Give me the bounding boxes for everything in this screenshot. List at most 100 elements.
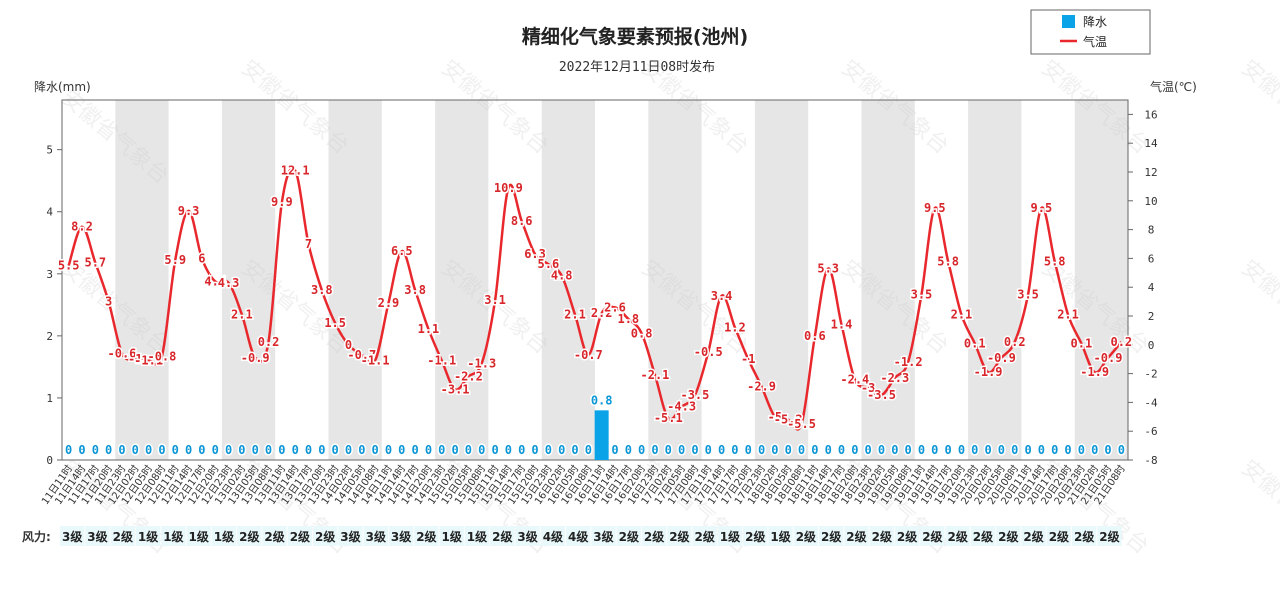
- shade-band: [435, 100, 489, 460]
- precip-label: 0: [971, 443, 978, 457]
- wind-value: 1级: [770, 529, 790, 544]
- precip-label: 0: [465, 443, 472, 457]
- temperature-label: 3.4: [711, 289, 733, 303]
- wind-value: 2级: [922, 529, 942, 544]
- left-tick-label: 4: [46, 206, 53, 219]
- precip-label: 0: [545, 443, 552, 457]
- temperature-label: 5.3: [817, 261, 839, 275]
- precip-label: 0: [745, 443, 752, 457]
- wind-value: 3级: [340, 529, 360, 544]
- wind-value: 2级: [1049, 529, 1069, 544]
- temperature-label: 1.1: [418, 322, 440, 336]
- wind-value: 2级: [821, 529, 841, 544]
- wind-cell: [717, 526, 743, 546]
- precip-label: 0: [771, 443, 778, 457]
- precip-label: 0: [984, 443, 991, 457]
- temperature-label: 4.3: [218, 276, 240, 290]
- right-tick-label: -4: [1144, 396, 1158, 409]
- wind-cell: [970, 526, 996, 546]
- temperature-label: -5.2: [774, 413, 803, 427]
- temperature-label: -1.2: [894, 355, 923, 369]
- temperature-label: 5.6: [538, 257, 560, 271]
- temperature-label: 1.2: [724, 321, 746, 335]
- temperature-label: -1.9: [1080, 365, 1109, 379]
- precip-label: 0: [878, 443, 885, 457]
- temperature-label: 2.1: [231, 308, 253, 322]
- temperature-label: 0.1: [1071, 336, 1093, 350]
- wind-value: 1级: [467, 529, 487, 544]
- wind-cell: [135, 526, 161, 546]
- precip-label: 0: [345, 443, 352, 457]
- temperature-label: 0: [345, 338, 352, 352]
- precip-label: 0: [798, 443, 805, 457]
- wind-cell: [692, 526, 717, 546]
- wind-value: 2级: [619, 529, 639, 544]
- chart-subtitle: 2022年12月11日08时发布: [559, 59, 715, 75]
- left-axis-title: 降水(mm): [34, 80, 91, 94]
- temperature-label: -0.5: [694, 345, 723, 359]
- wind-cell: [287, 526, 312, 546]
- wind-cell: [844, 526, 869, 546]
- precip-label: 0: [372, 443, 379, 457]
- precip-label: 0: [212, 443, 219, 457]
- precip-label: 0: [185, 443, 192, 457]
- precip-label: 0: [1118, 443, 1125, 457]
- temperature-label: 0.6: [804, 329, 826, 343]
- temperature-label: 9.5: [1031, 201, 1053, 215]
- precip-label: 0: [1038, 443, 1045, 457]
- wind-cell: [464, 526, 490, 546]
- wind-cell: [743, 526, 768, 546]
- precip-label: 0: [145, 443, 152, 457]
- temperature-label: -0.7: [574, 348, 603, 362]
- wind-cell: [793, 526, 818, 546]
- wind-cell: [667, 526, 692, 546]
- wind-value: 2级: [492, 529, 512, 544]
- shade-band: [861, 100, 915, 460]
- precip-label: 0: [785, 443, 792, 457]
- wind-cell: [237, 526, 262, 546]
- legend-precip-swatch: [1062, 15, 1075, 28]
- watermark-text: 安徽省气象台: [1236, 55, 1280, 159]
- temperature-label: 5.8: [937, 254, 959, 268]
- wind-cell: [110, 526, 135, 546]
- precip-label: 0: [811, 443, 818, 457]
- precip-label: 0: [1104, 443, 1111, 457]
- temperature-label: -5: [768, 410, 782, 424]
- wind-value: 4级: [568, 529, 588, 544]
- temperature-label: 3.5: [911, 287, 933, 301]
- precip-label: 0: [678, 443, 685, 457]
- temperature-label: 3.8: [311, 283, 333, 297]
- precip-bar: [594, 410, 609, 460]
- precip-label: 0: [78, 443, 85, 457]
- temperature-label: 4.8: [551, 269, 573, 283]
- right-tick-label: 16: [1144, 108, 1157, 121]
- right-tick-label: 10: [1144, 195, 1157, 208]
- wind-row: 3级 3级 2级 1级 1级 1级 1级 2级 2级 2级 2级 3级 3级 3级 2级 1级 1级 2级 3级 4级…: [60, 526, 1122, 546]
- temperature-label: 2.1: [1057, 308, 1079, 322]
- wind-cell: [768, 526, 793, 546]
- wind-value: 1级: [442, 529, 462, 544]
- wind-cell: [819, 526, 844, 546]
- precip-label: 0: [665, 443, 672, 457]
- temperature-label: 6: [198, 251, 205, 265]
- shade-band: [221, 100, 276, 460]
- precip-label: 0: [731, 443, 738, 457]
- wind-value: 2级: [416, 529, 436, 544]
- shade-band: [968, 100, 1022, 460]
- chart-title: 精细化气象要素预报(池州): [522, 25, 748, 48]
- temperature-label: -5.1: [654, 411, 683, 425]
- precip-label: 0: [651, 443, 658, 457]
- temperature-label: -3: [861, 381, 875, 395]
- precip-label: 0.8: [591, 393, 613, 407]
- precip-label: 0: [332, 443, 339, 457]
- wind-value: 3级: [366, 529, 386, 544]
- temperature-label: 1.4: [831, 318, 853, 332]
- wind-cell: [1046, 526, 1071, 546]
- shade-band: [1074, 100, 1128, 460]
- precip-label: 0: [585, 443, 592, 457]
- temperature-label: -5.5: [787, 417, 816, 431]
- wind-value: 2级: [948, 529, 968, 544]
- temperature-label: 3.1: [484, 293, 506, 307]
- temperature-label: 3.5: [1017, 287, 1039, 301]
